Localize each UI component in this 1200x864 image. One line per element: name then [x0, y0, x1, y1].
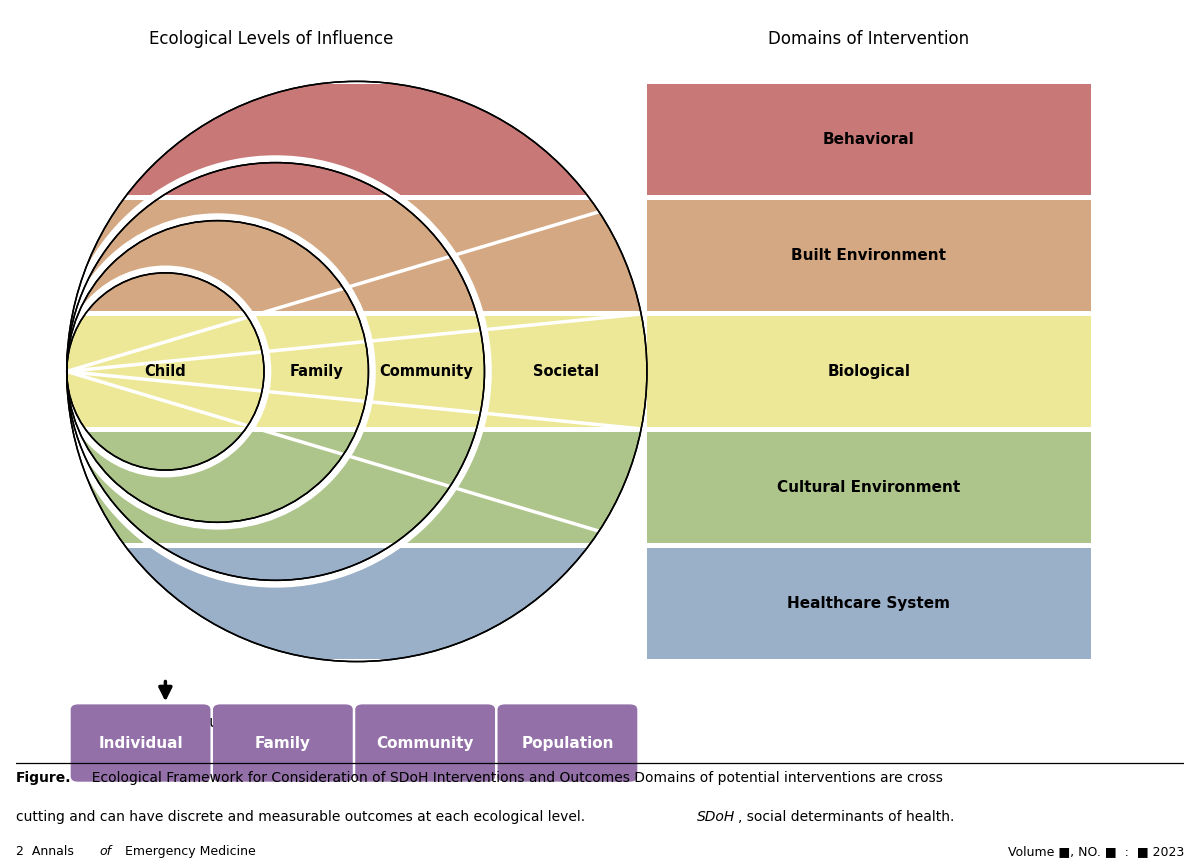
FancyBboxPatch shape — [71, 704, 210, 782]
Text: Figure.: Figure. — [16, 771, 71, 785]
FancyBboxPatch shape — [212, 704, 353, 782]
Text: Family: Family — [289, 364, 343, 379]
Text: Volume ■, NO. ■  :  ■ 2023: Volume ■, NO. ■ : ■ 2023 — [1008, 845, 1184, 858]
Text: Population: Population — [521, 735, 613, 751]
Bar — [647, 432, 1091, 543]
Text: Societal: Societal — [533, 364, 599, 379]
Text: 2  Annals: 2 Annals — [16, 845, 78, 858]
Text: Domains of Intervention: Domains of Intervention — [768, 29, 970, 48]
FancyBboxPatch shape — [355, 704, 496, 782]
Text: Healthcare System: Healthcare System — [787, 596, 950, 611]
Bar — [647, 548, 1091, 659]
Text: Biological: Biological — [827, 364, 911, 379]
FancyArrow shape — [59, 543, 655, 548]
Bar — [59, 84, 655, 195]
Text: Community: Community — [379, 364, 473, 379]
Text: of: of — [100, 845, 112, 858]
FancyArrow shape — [59, 427, 655, 432]
Bar — [59, 200, 655, 311]
FancyArrow shape — [59, 311, 655, 316]
Text: Community: Community — [377, 735, 474, 751]
Text: Behavioral: Behavioral — [823, 132, 914, 147]
Text: cutting and can have discrete and measurable outcomes at each ecological level.: cutting and can have discrete and measur… — [16, 810, 589, 823]
Bar — [647, 316, 1091, 427]
Text: Cultural Environment: Cultural Environment — [778, 480, 960, 495]
Text: , social determinants of health.: , social determinants of health. — [738, 810, 954, 823]
Text: Ecological Levels of Influence: Ecological Levels of Influence — [149, 29, 394, 48]
Text: Built Environment: Built Environment — [791, 248, 947, 263]
Bar — [59, 548, 655, 659]
Text: Individual: Individual — [98, 735, 182, 751]
Bar — [59, 316, 655, 427]
Text: Child: Child — [144, 364, 186, 379]
FancyBboxPatch shape — [498, 704, 637, 782]
Bar — [647, 200, 1091, 311]
Text: Health Outcomes: Health Outcomes — [142, 715, 275, 730]
FancyArrow shape — [59, 195, 655, 200]
Text: Emergency Medicine: Emergency Medicine — [121, 845, 256, 858]
Text: Ecological Framework for Consideration of SDoH Interventions and Outcomes Domain: Ecological Framework for Consideration o… — [83, 771, 943, 785]
Text: Family: Family — [254, 735, 311, 751]
Bar — [647, 84, 1091, 195]
Bar — [59, 432, 655, 543]
Text: SDoH: SDoH — [697, 810, 736, 823]
